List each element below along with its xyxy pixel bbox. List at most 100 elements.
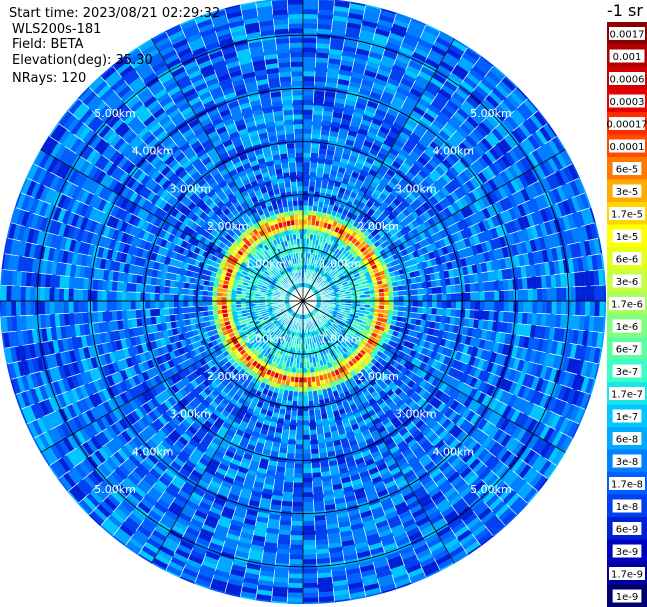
- heatmap-cell: [394, 501, 408, 511]
- heatmap-cell: [530, 197, 540, 212]
- heatmap-cell: [339, 322, 345, 328]
- heatmap-cell: [293, 386, 299, 392]
- heatmap-cell: [388, 291, 394, 297]
- heatmap-cell: [419, 379, 428, 389]
- heatmap-cell: [400, 321, 406, 329]
- ray-line: [302, 12, 397, 302]
- heatmap-cell: [299, 358, 303, 364]
- heatmap-cell: [326, 255, 332, 261]
- heatmap-cell: [427, 226, 436, 236]
- heatmap-cell: [233, 433, 243, 441]
- heatmap-cell: [388, 310, 394, 316]
- heatmap-cell: [324, 337, 330, 343]
- heatmap-cell: [514, 461, 528, 476]
- heatmap-cell: [272, 441, 281, 448]
- heatmap-cell: [580, 360, 589, 377]
- heatmap-cell: [520, 347, 528, 361]
- heatmap-cell: [534, 391, 545, 407]
- heatmap-cell: [405, 170, 416, 181]
- heatmap-cell: [419, 556, 436, 568]
- heatmap-cell: [496, 447, 509, 461]
- heatmap-cell: [276, 548, 290, 555]
- heatmap-cell: [227, 413, 237, 422]
- heatmap-cell: [413, 106, 426, 117]
- heatmap-cell: [502, 311, 509, 323]
- heatmap-cell: [215, 417, 225, 426]
- heatmap-cell: [313, 316, 318, 322]
- heatmap-cell: [226, 445, 237, 454]
- heatmap-cell: [409, 201, 419, 211]
- heatmap-cell: [292, 496, 303, 502]
- heatmap-cell: [329, 425, 338, 433]
- heatmap-cell: [315, 250, 320, 256]
- heatmap-cell: [230, 519, 244, 528]
- heatmap-cell: [464, 283, 471, 293]
- heatmap-cell: [457, 405, 468, 417]
- heatmap-cell: [200, 497, 214, 507]
- heatmap-cell: [437, 557, 454, 570]
- heatmap-cell: [453, 38, 469, 49]
- heatmap-cell: [535, 224, 544, 238]
- heatmap-cell: [529, 264, 537, 277]
- heatmap-cell: [492, 524, 506, 537]
- heatmap-cell: [381, 227, 389, 235]
- heatmap-cell: [368, 168, 378, 177]
- heatmap-cell: [320, 291, 326, 295]
- heatmap-cell: [570, 196, 581, 213]
- heatmap-cell: [312, 286, 317, 291]
- ray-line: [302, 284, 606, 302]
- heatmap-cell: [443, 80, 458, 92]
- heatmap-cell: [398, 427, 409, 437]
- heatmap-cell: [370, 390, 379, 398]
- heatmap-cell: [318, 311, 324, 316]
- heatmap-cell: [338, 377, 345, 385]
- heatmap-cell: [329, 44, 344, 51]
- heatmap-cell: [399, 219, 408, 228]
- heatmap-cell: [152, 483, 166, 495]
- heatmap-cell: [418, 388, 427, 398]
- heatmap-cell: [389, 466, 402, 476]
- heatmap-cell: [475, 464, 488, 477]
- heatmap-cell: [300, 348, 303, 354]
- heatmap-cell: [565, 403, 576, 420]
- heatmap-cell: [546, 339, 554, 354]
- heatmap-cell: [303, 463, 312, 469]
- heatmap-cell: [414, 359, 423, 368]
- heatmap-cell: [436, 64, 452, 77]
- heatmap-cell: [492, 65, 506, 78]
- heatmap-cell: [360, 233, 368, 241]
- heatmap-cell: [330, 165, 339, 172]
- heatmap-cell: [421, 307, 428, 314]
- heatmap-cell: [354, 292, 361, 296]
- heatmap-cell: [493, 400, 504, 414]
- heatmap-cell: [331, 265, 337, 271]
- heatmap-cell: [206, 445, 217, 455]
- heatmap-cell: [398, 327, 405, 334]
- heatmap-cell: [362, 114, 374, 123]
- heatmap-cell: [364, 135, 375, 144]
- heatmap-cell: [387, 266, 394, 273]
- heatmap-cell: [440, 483, 454, 495]
- heatmap-cell: [357, 466, 369, 474]
- heatmap-cell: [479, 282, 485, 292]
- heatmap-cell: [395, 222, 404, 231]
- heatmap-cell: [335, 277, 341, 282]
- heatmap-cell: [439, 229, 448, 239]
- heatmap-cell: [442, 394, 452, 406]
- heatmap-cell: [438, 392, 448, 403]
- heatmap-cell: [364, 271, 370, 277]
- heatmap-cell: [346, 298, 351, 301]
- heatmap-cell: [369, 293, 375, 298]
- heatmap-cell: [176, 516, 191, 527]
- heatmap-cell: [363, 417, 373, 425]
- heatmap-cell: [466, 516, 481, 530]
- heatmap-cell: [310, 318, 314, 323]
- heatmap-cell: [469, 413, 480, 425]
- ray-line: [302, 268, 605, 302]
- heatmap-cell: [354, 234, 361, 241]
- heatmap-cell: [379, 164, 389, 173]
- heatmap-cell: [313, 264, 317, 270]
- heatmap-cell: [290, 311, 294, 316]
- heatmap-cell: [603, 285, 606, 301]
- heatmap-cell: [323, 363, 329, 370]
